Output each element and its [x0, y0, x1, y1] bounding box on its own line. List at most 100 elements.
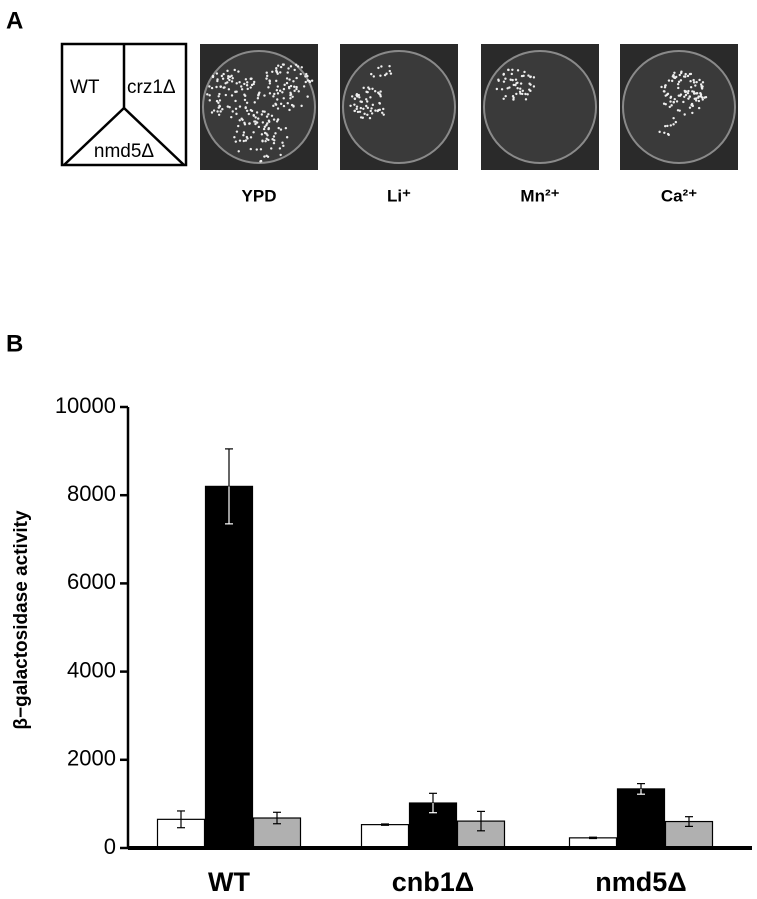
- colony: [215, 72, 219, 75]
- colony: [697, 99, 701, 103]
- colony: [658, 130, 661, 134]
- colony: [285, 81, 289, 85]
- colony: [228, 78, 231, 82]
- colony: [377, 66, 380, 70]
- colony: [237, 150, 240, 153]
- colony: [522, 74, 525, 78]
- colony: [244, 139, 248, 142]
- error-bar: [477, 810, 485, 832]
- colony: [267, 113, 270, 116]
- panel-label: B: [6, 330, 23, 357]
- colony: [289, 93, 293, 96]
- colony: [218, 92, 221, 96]
- colony: [267, 138, 270, 142]
- colony: [233, 68, 236, 72]
- colony: [669, 100, 672, 103]
- colony: [689, 79, 692, 83]
- colony: [265, 154, 268, 158]
- error-bar: [381, 823, 389, 826]
- colony: [279, 128, 283, 131]
- colony: [310, 79, 314, 82]
- colony: [267, 86, 270, 89]
- colony: [383, 73, 387, 77]
- colony: [210, 111, 214, 114]
- colony: [676, 82, 680, 86]
- colony: [694, 99, 698, 102]
- colony: [258, 91, 261, 94]
- colony: [514, 83, 517, 87]
- colony: [701, 81, 705, 84]
- colony: [670, 79, 674, 83]
- colony: [215, 85, 218, 89]
- colony: [272, 95, 275, 98]
- colony: [353, 97, 357, 101]
- colony: [264, 140, 267, 143]
- bar: [616, 788, 666, 849]
- colony: [363, 112, 366, 116]
- colony: [532, 85, 536, 88]
- colony: [670, 104, 673, 107]
- colony: [276, 98, 279, 101]
- colony: [226, 77, 230, 80]
- colony: [250, 83, 254, 87]
- colony: [687, 97, 690, 100]
- colony: [273, 139, 276, 142]
- colony: [389, 72, 393, 75]
- colony: [372, 75, 376, 78]
- colony: [278, 89, 282, 92]
- colony: [678, 73, 681, 77]
- colony: [529, 75, 532, 79]
- colony: [297, 90, 300, 93]
- colony: [231, 77, 234, 80]
- colony: [260, 133, 264, 136]
- colony: [660, 85, 663, 89]
- colony: [234, 99, 237, 103]
- colony: [359, 116, 363, 119]
- colony: [299, 72, 302, 76]
- colony: [692, 81, 696, 84]
- colony: [669, 124, 672, 127]
- colony: [238, 139, 242, 142]
- colony: [279, 153, 282, 157]
- colony: [507, 68, 510, 72]
- colony: [247, 112, 250, 116]
- bar: [360, 824, 410, 849]
- plate-label: YPD: [242, 186, 277, 205]
- colony: [259, 148, 263, 151]
- colony: [282, 144, 285, 148]
- colony: [663, 90, 666, 93]
- colony: [289, 97, 292, 100]
- colony: [693, 92, 696, 95]
- colony: [662, 102, 666, 105]
- colony: [353, 103, 356, 106]
- colony: [235, 130, 239, 133]
- colony: [519, 87, 522, 90]
- colony: [366, 113, 369, 117]
- colony: [244, 94, 247, 98]
- colony: [245, 101, 249, 104]
- colony: [216, 110, 219, 113]
- colony: [228, 75, 232, 79]
- colony: [669, 95, 673, 99]
- colony: [374, 109, 377, 112]
- colony: [675, 100, 679, 103]
- colony: [285, 77, 289, 80]
- colony: [526, 93, 529, 96]
- colony: [208, 99, 211, 102]
- colony: [532, 76, 536, 79]
- strain-diagram: WT crz1Δ nmd5Δ: [60, 42, 188, 167]
- colony: [359, 106, 363, 110]
- colony: [243, 123, 247, 126]
- colony: [300, 104, 303, 108]
- colony: [698, 78, 701, 82]
- colony: [362, 86, 365, 90]
- colony: [700, 87, 704, 90]
- colony: [527, 74, 530, 77]
- colony: [238, 119, 241, 122]
- colony: [509, 78, 512, 81]
- colony: [272, 118, 276, 121]
- colony: [234, 107, 238, 110]
- colony: [516, 81, 519, 84]
- colony: [355, 107, 358, 111]
- colony: [286, 101, 289, 105]
